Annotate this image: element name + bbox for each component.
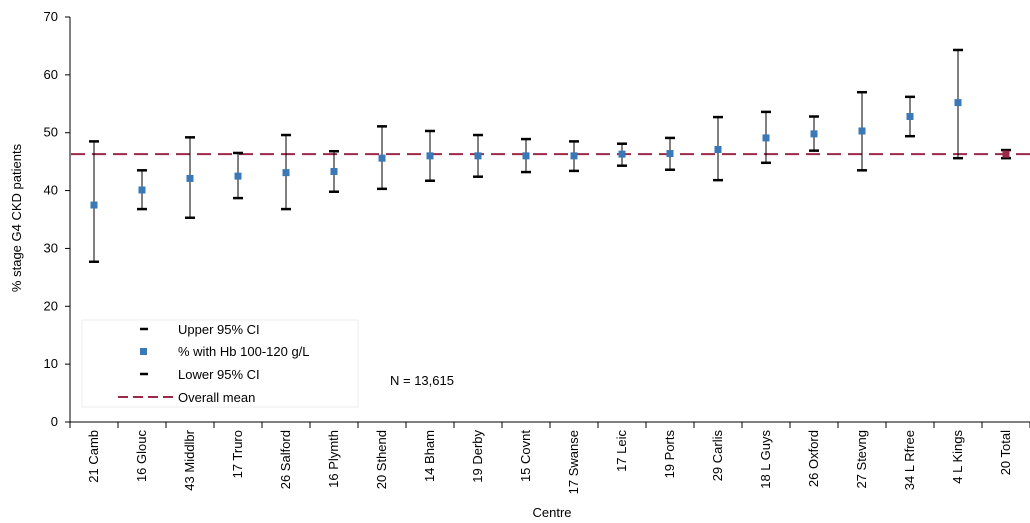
y-tick-label: 60: [44, 67, 58, 82]
data-point: [522, 152, 530, 160]
data-point: [858, 127, 866, 135]
x-tick-label: 34 L Rfree: [902, 430, 917, 490]
data-point: [282, 169, 290, 177]
x-tick-label: 4 L Kings: [950, 430, 965, 484]
legend-marker-label: % with Hb 100-120 g/L: [178, 344, 310, 359]
y-axis: 0 10 20 30 40 50 60 70: [44, 9, 71, 429]
data-point: [426, 152, 434, 160]
y-tick-label: 70: [44, 9, 58, 24]
sample-size-annotation: N = 13,615: [390, 373, 454, 388]
marks-layer: [89, 48, 1011, 263]
y-tick-label: 30: [44, 240, 58, 255]
y-tick-label: 40: [44, 183, 58, 198]
data-point: [570, 152, 578, 160]
data-point: [666, 150, 674, 158]
data-point: [906, 113, 914, 121]
x-tick-label: 29 Carlis: [710, 430, 725, 482]
data-point: [618, 150, 626, 158]
data-point: [138, 186, 146, 194]
data-point: [810, 130, 818, 138]
total-point: [1002, 150, 1010, 158]
y-tick-label: 20: [44, 298, 58, 313]
x-axis: 21 Camb 16 Glouc 43 Middlbr 17 Truro 26 Salf…: [69, 421, 1030, 494]
data-point: [714, 145, 722, 153]
data-point: [90, 201, 98, 209]
x-tick-label: 43 Middlbr: [182, 429, 197, 490]
y-tick-label: 10: [44, 356, 58, 371]
x-tick-label: 17 Truro: [230, 430, 245, 478]
x-tick-label: 19 Ports: [662, 430, 677, 479]
data-point: [954, 99, 962, 107]
x-tick-label: 18 L Guys: [758, 430, 773, 489]
x-tick-label: 27 Stevng: [854, 430, 869, 489]
x-tick-label: 15 Covnt: [518, 430, 533, 482]
y-tick-label: 0: [51, 414, 58, 429]
x-tick-label: 16 Glouc: [134, 430, 149, 483]
data-point: [474, 152, 482, 160]
x-tick-label: 14 Bham: [422, 430, 437, 482]
data-point: [330, 167, 338, 175]
data-point: [234, 172, 242, 180]
legend-upper-ci-label: Upper 95% CI: [178, 322, 260, 337]
x-tick-label: 16 Plymth: [326, 430, 341, 488]
data-point: [762, 134, 770, 142]
legend-mean-label: Overall mean: [178, 390, 255, 405]
y-tick-label: 50: [44, 125, 58, 140]
legend: Upper 95% CI % with Hb 100-120 g/L Lower…: [81, 319, 359, 408]
legend-marker-icon: [140, 348, 147, 355]
data-point: [186, 174, 194, 182]
x-axis-title: Centre: [532, 505, 571, 520]
legend-lower-ci-label: Lower 95% CI: [178, 367, 260, 382]
x-tick-label: 20 Sthend: [374, 430, 389, 489]
y-axis-title: % stage G4 CKD patients: [9, 143, 24, 292]
x-tick-label: 17 Leic: [614, 430, 629, 472]
x-tick-label: 19 Derby: [470, 430, 485, 483]
x-tick-label: 26 Salford: [278, 430, 293, 489]
legend-box: [81, 319, 359, 408]
x-tick-label: 17 Swanse: [566, 430, 581, 494]
x-tick-label: 20 Total: [998, 430, 1013, 475]
x-tick-label: 26 Oxford: [806, 430, 821, 487]
x-tick-label: 21 Camb: [86, 430, 101, 483]
data-point: [378, 154, 386, 162]
